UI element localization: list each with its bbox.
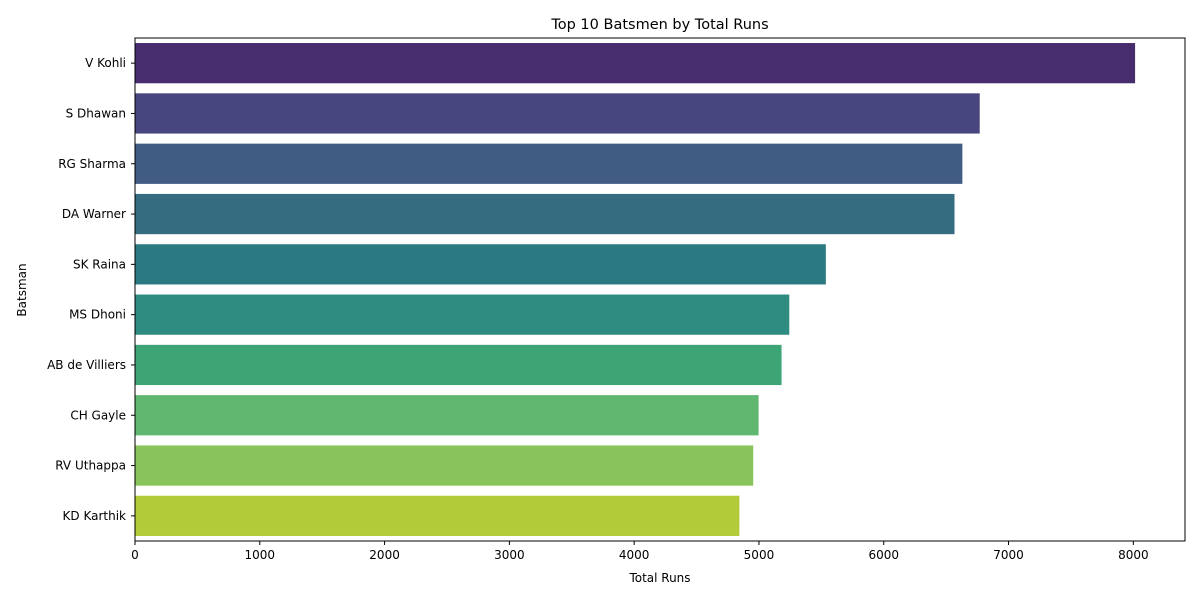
y-tick-label: S Dhawan <box>66 106 126 120</box>
y-tick-label: KD Karthik <box>63 509 127 523</box>
x-axis-label: Total Runs <box>628 571 690 585</box>
y-axis-label: Batsman <box>15 263 29 316</box>
y-tick-label: MS Dhoni <box>69 308 126 322</box>
bar <box>135 143 963 184</box>
chart-title: Top 10 Batsmen by Total Runs <box>550 17 768 33</box>
y-tick-label: DA Warner <box>62 207 126 221</box>
x-tick-label: 5000 <box>744 548 775 562</box>
bar <box>135 294 790 335</box>
bar <box>135 344 782 386</box>
y-tick-label: RV Uthappa <box>55 459 126 473</box>
x-tick-label: 2000 <box>369 548 400 562</box>
bar <box>135 395 759 436</box>
x-tick-label: 0 <box>131 548 139 562</box>
x-tick-label: 7000 <box>993 548 1024 562</box>
bar <box>135 445 754 486</box>
y-tick-label: SK Raina <box>73 257 126 271</box>
bars-group <box>135 43 1136 536</box>
y-tick-label: AB de Villiers <box>47 358 126 372</box>
x-tick-label: 4000 <box>619 548 650 562</box>
x-tick-label: 8000 <box>1118 548 1149 562</box>
bar <box>135 495 740 536</box>
bar <box>135 43 1136 84</box>
y-tick-label: V Kohli <box>85 56 126 70</box>
x-tick-label: 1000 <box>245 548 276 562</box>
plot-frame <box>134 37 1186 542</box>
x-tick-label: 3000 <box>494 548 525 562</box>
y-tick-label: CH Gayle <box>70 408 126 422</box>
y-tick-label: RG Sharma <box>58 157 126 171</box>
bar <box>135 193 955 235</box>
bar <box>135 93 980 134</box>
x-axis-ticks: 0 1000 2000 3000 4000 5000 6000 7000 8000 <box>131 541 1149 562</box>
y-axis-ticks: V Kohli S Dhawan RG Sharma DA Warner SK Rain… <box>47 56 135 523</box>
bar <box>135 244 826 285</box>
x-tick-label: 6000 <box>868 548 899 562</box>
